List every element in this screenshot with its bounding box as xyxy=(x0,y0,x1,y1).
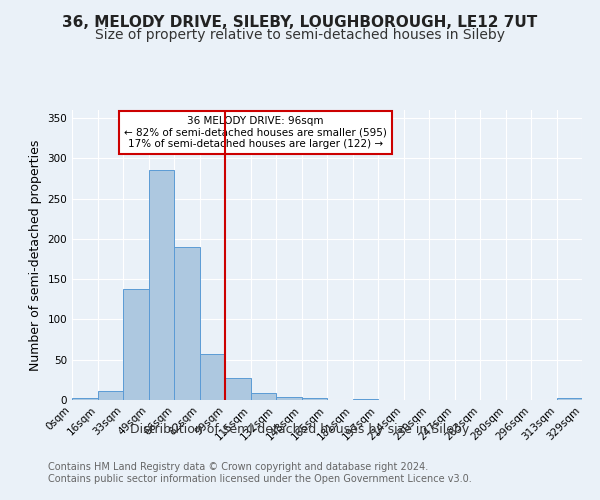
Bar xyxy=(199,354,225,400)
Bar xyxy=(97,391,123,400)
Text: 36 MELODY DRIVE: 96sqm
← 82% of semi-detached houses are smaller (595)
17% of se: 36 MELODY DRIVE: 96sqm ← 82% of semi-det… xyxy=(124,116,387,149)
Bar xyxy=(557,398,582,400)
Bar xyxy=(149,170,174,400)
Bar xyxy=(353,399,378,400)
Bar xyxy=(72,398,97,400)
Y-axis label: Number of semi-detached properties: Number of semi-detached properties xyxy=(29,140,42,370)
Bar xyxy=(225,378,251,400)
Text: Distribution of semi-detached houses by size in Sileby: Distribution of semi-detached houses by … xyxy=(130,422,470,436)
Text: Contains HM Land Registry data © Crown copyright and database right 2024.
Contai: Contains HM Land Registry data © Crown c… xyxy=(48,462,472,484)
Bar xyxy=(251,393,276,400)
Bar xyxy=(123,289,149,400)
Bar xyxy=(174,247,199,400)
Bar xyxy=(276,397,302,400)
Text: 36, MELODY DRIVE, SILEBY, LOUGHBOROUGH, LE12 7UT: 36, MELODY DRIVE, SILEBY, LOUGHBOROUGH, … xyxy=(62,15,538,30)
Bar xyxy=(302,398,327,400)
Text: Size of property relative to semi-detached houses in Sileby: Size of property relative to semi-detach… xyxy=(95,28,505,42)
